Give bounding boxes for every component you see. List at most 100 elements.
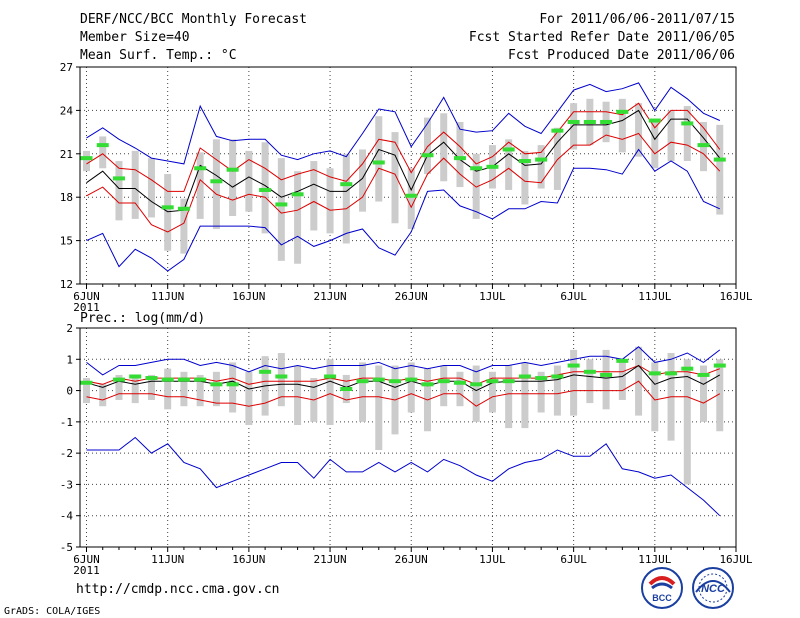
source-url[interactable]: http://cmdp.ncc.cma.gov.cn	[76, 582, 280, 597]
precipitation-range-bar	[359, 362, 367, 422]
ncc-logo-text: NCC	[701, 583, 726, 595]
temperature-range-bar	[212, 139, 220, 230]
temperature-marker	[518, 159, 531, 164]
temperature-series-min	[86, 148, 721, 272]
precipitation-range-bar	[570, 349, 578, 416]
temperature-marker	[226, 167, 239, 172]
temperature-range-bar	[115, 161, 123, 221]
temperature-range-bar	[521, 150, 529, 205]
precipitation-range-bar	[521, 362, 529, 429]
precipitation-range-bar	[99, 384, 107, 407]
precipitation-range-bar	[245, 371, 253, 425]
precipitation-range-bar	[229, 362, 237, 413]
precipitation-x-tick-label: 1JUL	[479, 553, 506, 566]
precipitation-range-bar	[586, 359, 594, 404]
temperature-range-bar	[196, 152, 204, 219]
temperature-frame	[79, 66, 737, 285]
temperature-series-upper	[86, 102, 721, 192]
temperature-marker	[567, 119, 580, 124]
precipitation-series-max	[86, 346, 721, 376]
temperature-range-bar	[310, 161, 318, 231]
temperature-range-bar	[537, 145, 545, 189]
temperature-y-tick-label: 27	[60, 61, 73, 74]
temperature-marker	[194, 166, 207, 171]
precipitation-range-bar	[488, 371, 496, 413]
temperature-range-bar	[229, 139, 237, 217]
precipitation-marker	[567, 363, 580, 368]
temperature-x-tick-label: 16JUL	[719, 290, 752, 303]
temperature-range-bar	[342, 153, 350, 244]
precipitation-series-mean	[86, 364, 721, 392]
temperature-marker	[535, 157, 548, 162]
temperature-range-bar	[423, 117, 431, 175]
temperature-y-tick-label: 21	[60, 148, 73, 161]
variable-label: Mean Surf. Temp.: °C	[80, 48, 237, 63]
precipitation-x-tick-label: 21JUN	[313, 553, 346, 566]
precipitation-range-bar	[716, 359, 724, 432]
temperature-range-bar	[277, 158, 285, 261]
temperature-x-tick-label: 26JUN	[395, 290, 428, 303]
precipitation-marker	[194, 377, 207, 382]
temperature-x-tick-label: 16JUN	[232, 290, 265, 303]
temperature-marker	[210, 179, 223, 184]
temperature-marker	[600, 119, 613, 124]
temperature-marker	[697, 143, 710, 148]
precipitation-series-lower	[86, 380, 721, 407]
precipitation-range-bar	[115, 374, 123, 400]
precipitation-marker	[518, 374, 531, 379]
precipitation-range-bar	[196, 374, 204, 407]
precipitation-marker	[681, 366, 694, 371]
temperature-x-tick-label: 11JUL	[638, 290, 671, 303]
precipitation-range-bar	[131, 374, 139, 404]
precipitation-marker	[535, 376, 548, 381]
precipitation-series-min	[86, 436, 721, 517]
precipitation-marker	[210, 382, 223, 387]
temperature-marker	[616, 109, 629, 114]
temperature-range-bar	[391, 132, 399, 224]
precipitation-marker	[486, 379, 499, 384]
precipitation-marker	[437, 379, 450, 384]
temperature-marker	[291, 192, 304, 197]
precipitation-range-bar	[537, 371, 545, 413]
precipitation-marker	[324, 374, 337, 379]
temperature-x-tick-label: 1JUL	[479, 290, 506, 303]
forecast-start-label: Fcst Started Refer Date 2011/06/05	[468, 30, 735, 45]
temperature-y-tick-label: 12	[60, 278, 73, 291]
forecast-period-label: For 2011/06/06-2011/07/15	[539, 12, 735, 27]
precipitation-range-bar	[602, 349, 610, 410]
precipitation-range-bar	[147, 374, 155, 400]
precipitation-marker	[616, 358, 629, 363]
temperature-range-bar	[407, 168, 415, 230]
precipitation-x-tick-label: 11JUN	[151, 553, 184, 566]
temperature-marker	[583, 119, 596, 124]
temperature-range-bar	[294, 171, 302, 264]
precipitation-range-bar	[618, 362, 626, 400]
temperature-y-tick-label: 18	[60, 191, 73, 204]
temperature-range-bar	[651, 120, 659, 169]
precipitation-y-tick-label: -3	[60, 478, 73, 491]
precipitation-range-bar	[82, 378, 90, 404]
temperature-range-bar	[472, 153, 480, 219]
temperature-marker	[713, 157, 726, 162]
temperature-range-bar	[131, 150, 139, 219]
precipitation-marker	[583, 369, 596, 374]
precipitation-x-tick-label: 6JUL	[560, 553, 587, 566]
precipitation-range-bar	[326, 359, 334, 425]
temperature-marker	[648, 118, 661, 123]
temperature-range-bar	[440, 113, 448, 182]
temperature-marker	[405, 193, 418, 198]
temperature-marker	[470, 166, 483, 171]
precipitation-range-bar	[164, 368, 172, 410]
precipitation-range-bar	[505, 365, 513, 429]
temperature-range-bar	[359, 149, 367, 212]
precipitation-y-tick-label: -2	[60, 447, 73, 460]
precipitation-range-bar	[456, 371, 464, 407]
temperature-range-bar	[99, 136, 107, 169]
precipitation-marker	[648, 371, 661, 376]
precipitation-y-tick-label: -5	[60, 541, 73, 554]
precipitation-marker	[259, 369, 272, 374]
temperature-series-max	[86, 82, 721, 165]
